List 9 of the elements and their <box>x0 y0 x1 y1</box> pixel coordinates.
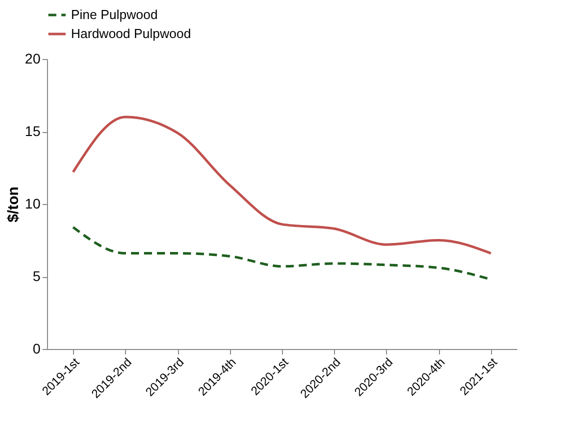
y-tick-label: 0 <box>32 340 41 356</box>
legend-label: Pine Pulpwood <box>71 7 158 22</box>
y-tick-label: 15 <box>24 123 41 139</box>
y-tick-label: 10 <box>24 196 41 212</box>
y-tick-label: 5 <box>32 268 41 284</box>
line-series <box>72 116 492 255</box>
y-axis-title: $/ton <box>4 186 22 222</box>
legend-label: Hardwood Pulpwood <box>71 26 191 41</box>
y-tick-label: 20 <box>24 50 41 66</box>
